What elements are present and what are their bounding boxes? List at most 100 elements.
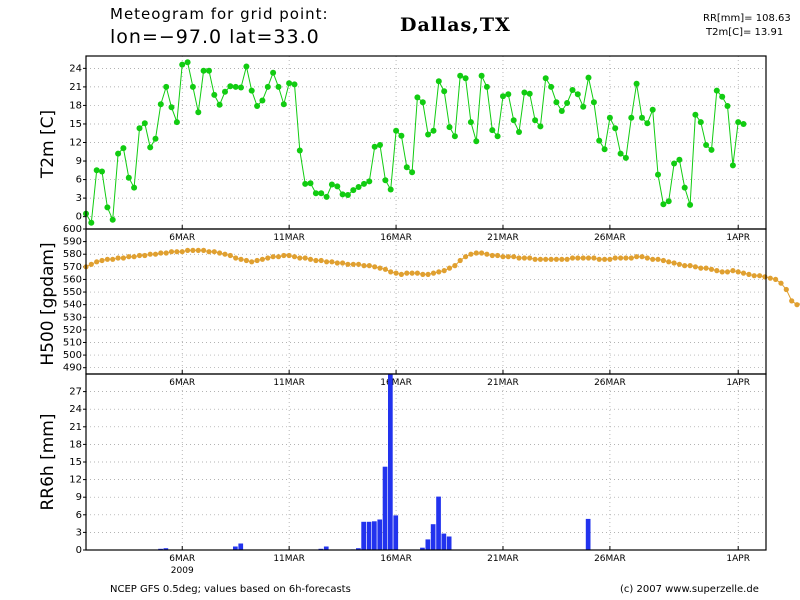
t2m-panel-point [302,180,309,187]
t2m-panel-point [264,83,271,90]
h500-panel-point [628,255,634,261]
h500-panel-point [585,255,592,261]
h500-panel-point [564,256,570,262]
t2m-panel-point [323,193,330,200]
t2m-panel-point [93,167,100,174]
t2m-panel-point [377,142,383,148]
h500-panel-point [174,249,180,255]
h500-panel-point [580,255,586,261]
h500-panel-line [85,249,800,306]
y-tick-label: 21 [69,422,82,433]
h500-panel-point [286,252,292,259]
t2m-panel-point [88,219,95,226]
t2m-panel-point [398,132,405,139]
h500-panel-point [110,256,116,262]
h500-panel-point [372,264,378,270]
t2m-panel-point [109,216,116,223]
t2m-panel-point [238,84,244,91]
x-tick-label: 11MAR [273,554,305,564]
t2m-panel-point [184,59,191,66]
rr-bar [420,547,425,550]
t2m-panel-point [500,93,506,100]
h500-panel-point [307,256,314,262]
t2m-panel-point [489,127,496,134]
t2m-panel-point [719,93,726,100]
rr-bar [388,374,393,550]
h500-panel-point [158,250,164,256]
t2m-panel-point [147,144,154,151]
h500-panel-point [147,251,153,257]
rr-bar [446,536,452,550]
t2m-panel-point [569,87,576,93]
h500-panel-point [126,254,132,260]
t2m-panel-point [296,147,303,154]
rr-bar [585,518,591,550]
h500-panel-point [682,263,688,269]
h500-panel-point [794,302,800,308]
h500-panel-point [602,256,608,262]
h500-panel-point [489,252,495,259]
t2m-panel-point [435,78,442,85]
h500-panel-point [377,265,383,271]
rr-bar [163,548,169,550]
h500-panel-point [441,268,447,274]
t2m-panel-point [532,117,539,124]
rr-bar [441,533,447,550]
t2m-panel-point [189,83,196,90]
t2m-panel-point [724,103,731,109]
rr-total-stat: RR[mm]= 108.63 [703,13,791,24]
t2m-panel-point [120,145,127,152]
t2m-panel-point [601,146,608,153]
t2m-panel-point [681,184,688,191]
t2m-panel-point [136,125,143,132]
t2m-panel-point [526,90,533,97]
t2m-panel-point [548,83,555,90]
h500-panel-point [537,256,544,262]
h500-panel-point [655,256,661,262]
h500-panel-point [99,257,105,264]
t2m-panel-point [441,88,448,95]
h500-panel-point [468,251,474,257]
y-tick-label: 590 [63,237,82,248]
rr-bar [430,524,436,550]
h500-panel-point [575,255,581,261]
t2m-panel-point [558,108,565,114]
h500-panel-point [639,254,645,260]
h500-panel-point [735,269,741,275]
rr-bar [366,521,372,550]
t2m-panel-point [537,123,544,130]
t2m-panel-point [403,164,410,171]
h500-panel-point [762,274,768,280]
t2m-panel-point [259,97,266,104]
h500-panel-point [746,271,752,277]
h500-panel-point [452,263,458,269]
h500-panel-point [168,249,175,255]
y-tick-label: 12 [69,475,82,486]
t2m-panel-point [644,120,651,127]
grid-point-coords: lon=−97.0 lat=33.0 [110,26,320,48]
t2m-panel-point [735,119,742,126]
y-tick-label: 0 [76,212,82,223]
h500-panel-point [559,256,565,262]
h500-panel-point [120,255,126,261]
t2m-panel-point [697,119,704,126]
h500-panel-point [297,255,303,261]
h500-panel-point [430,270,437,276]
h500-panel-point [313,257,319,264]
h500-panel-point [698,265,704,271]
h500-panel-point [152,251,159,257]
rr-bar [361,521,366,550]
h500-panel-point [473,250,479,256]
t2m-panel-point [227,83,234,90]
h500-panel-point [436,269,442,275]
h500-panel-point [495,252,501,259]
y-tick-label: 3 [76,193,82,204]
h500-panel-point [757,273,763,279]
h500-panel-point [243,257,249,264]
h500-panel-point [281,252,287,259]
t2m-panel-point [115,150,122,157]
t2m-panel-point [446,124,453,131]
t2m-panel-point [462,75,469,82]
t2m-panel-point [622,154,629,161]
h500-panel-point [259,256,265,262]
